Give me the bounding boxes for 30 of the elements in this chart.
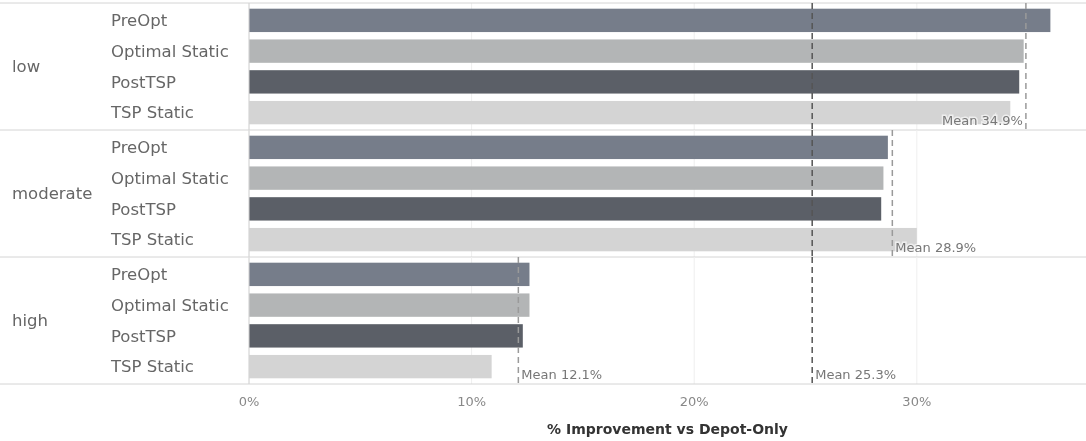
category-label: PostTSP (111, 326, 177, 346)
x-tick-label: 30% (902, 394, 932, 409)
bar (249, 293, 530, 317)
category-label: TSP Static (111, 103, 194, 123)
ref-line-label: Mean 12.1% (521, 367, 603, 382)
bar (249, 324, 523, 348)
category-label: PreOpt (111, 138, 168, 158)
y-axis-title: low (12, 57, 41, 77)
y-axis-title: moderate (12, 184, 93, 204)
x-tick-label: 10% (457, 394, 487, 409)
y-axis-title: high (12, 311, 48, 331)
category-label: PreOpt (111, 11, 168, 31)
category-label: TSP Static (111, 230, 194, 250)
bar (249, 70, 1020, 94)
category-label: Optimal Static (111, 168, 229, 188)
category-label: PreOpt (111, 265, 168, 285)
category-label: Optimal Static (111, 295, 229, 315)
category-label: TSP Static (111, 357, 194, 377)
ref-line-label: Mean 28.9% (895, 240, 977, 255)
x-axis-title: % Improvement vs Depot-Only (547, 421, 788, 437)
bar (249, 8, 1051, 33)
category-label: PostTSP (111, 199, 177, 219)
x-tick-label: 0% (238, 394, 260, 409)
category-label: PostTSP (111, 72, 177, 92)
ref-line-label: Mean 25.3% (815, 367, 897, 382)
bar (249, 39, 1024, 63)
category-label: Optimal Static (111, 41, 229, 61)
x-tick-label: 20% (679, 394, 709, 409)
bar (249, 262, 530, 287)
ref-line-label: Mean 34.9% (942, 113, 1023, 128)
